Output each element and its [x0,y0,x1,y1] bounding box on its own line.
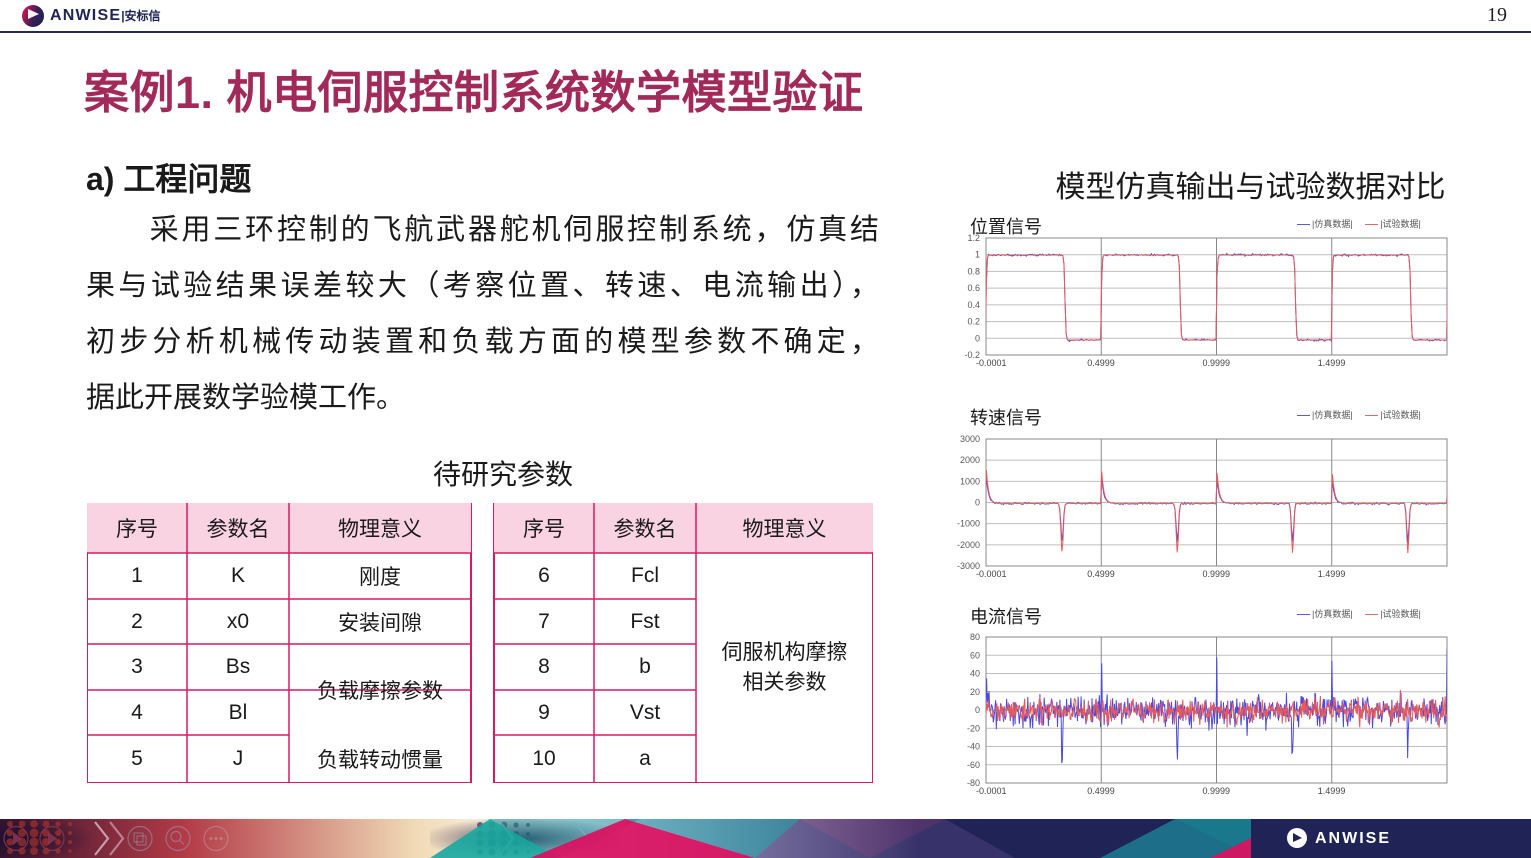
svg-text:2000: 2000 [960,455,980,465]
svg-text:-1000: -1000 [957,519,980,529]
svg-text:0: 0 [975,333,980,343]
svg-text:0.6: 0.6 [967,283,980,293]
svg-text:-20: -20 [967,723,980,733]
svg-text:0.8: 0.8 [967,266,980,276]
svg-text:80: 80 [970,632,980,642]
svg-text:3000: 3000 [960,434,980,444]
svg-text:60: 60 [970,650,980,660]
svg-text:0: 0 [975,705,980,715]
svg-text:20: 20 [970,687,980,697]
svg-text:40: 40 [970,669,980,679]
svg-text:-2000: -2000 [957,540,980,550]
svg-text:1.2: 1.2 [967,233,980,243]
svg-text:0.2: 0.2 [967,317,980,327]
svg-text:-60: -60 [967,760,980,770]
svg-text:1: 1 [975,250,980,260]
svg-text:0: 0 [975,498,980,508]
svg-text:0.4: 0.4 [967,300,980,310]
svg-text:-40: -40 [967,742,980,752]
svg-text:1000: 1000 [960,476,980,486]
